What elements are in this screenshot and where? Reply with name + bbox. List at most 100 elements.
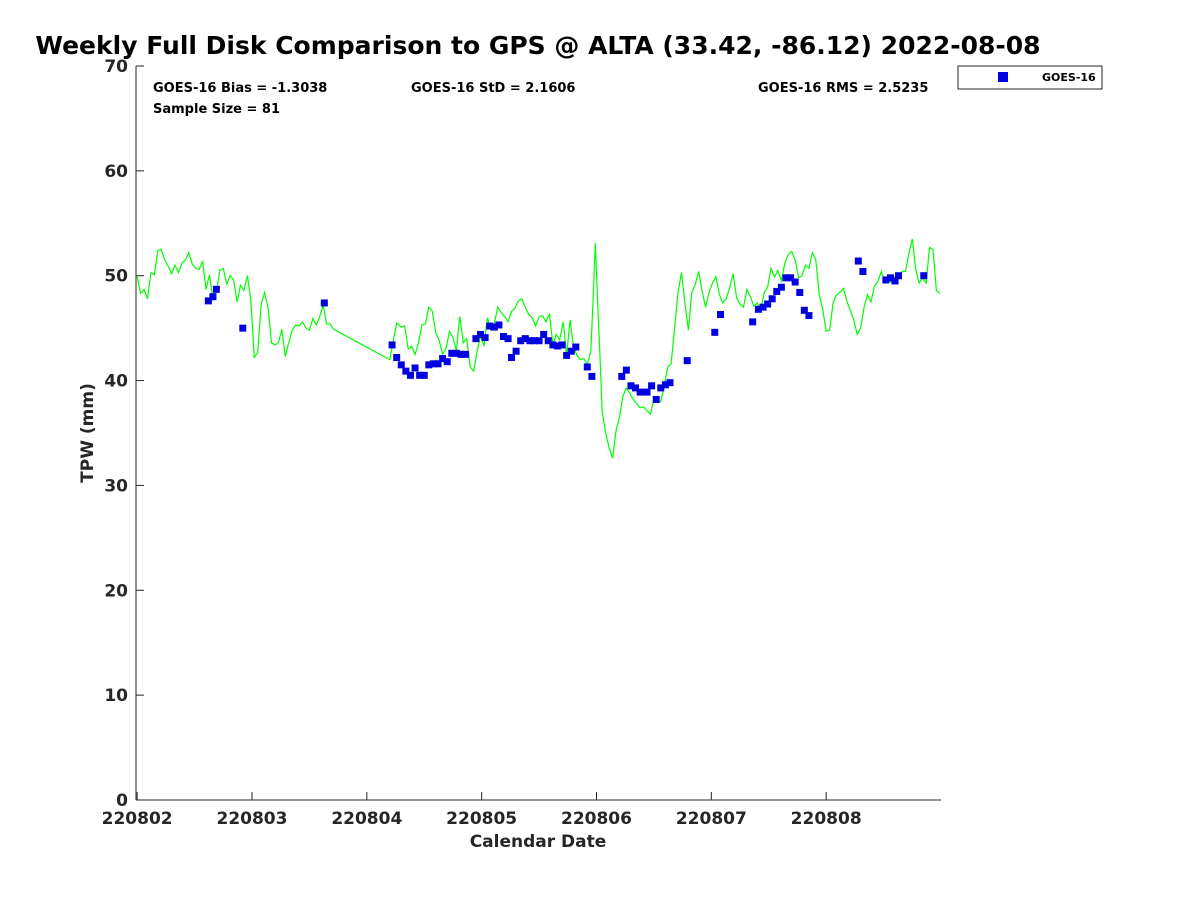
goes16-point <box>588 372 596 380</box>
goes16-point <box>486 322 494 330</box>
goes16-point <box>406 371 414 379</box>
x-tick-label: 220804 <box>331 809 402 829</box>
goes16-point <box>627 382 635 390</box>
y-tick-label: 70 <box>104 57 128 77</box>
goes16-point <box>796 288 804 296</box>
goes16-point <box>320 299 328 307</box>
goes16-point <box>891 277 899 285</box>
goes16-point <box>397 361 405 369</box>
goes16-point <box>472 335 480 343</box>
goes16-point <box>636 388 644 396</box>
goes16-point <box>452 349 460 357</box>
goes16-point <box>443 358 451 366</box>
y-tick-label: 60 <box>104 162 128 182</box>
goes16-point <box>416 371 424 379</box>
goes16-point <box>754 305 762 313</box>
goes16-point <box>618 372 626 380</box>
x-tick-label: 220806 <box>561 809 632 829</box>
goes16-point <box>764 300 772 308</box>
goes16-point <box>886 274 894 282</box>
goes16-point <box>773 287 781 295</box>
legend-box <box>957 65 1103 90</box>
goes16-point <box>526 337 534 345</box>
y-tick-label: 30 <box>104 476 128 496</box>
goes16-point <box>499 333 507 341</box>
goes16-point <box>209 293 217 301</box>
goes16-point <box>517 337 525 345</box>
goes16-point <box>393 354 401 362</box>
goes16-point <box>661 381 669 389</box>
goes16-point <box>462 350 470 358</box>
goes16-point <box>420 371 428 379</box>
gps-tpw-line <box>136 238 941 459</box>
goes16-point <box>434 360 442 368</box>
x-tick-label: 220808 <box>791 809 862 829</box>
goes16-point <box>859 268 867 276</box>
legend-marker <box>998 72 1008 82</box>
y-axis-label: TPW (mm) <box>78 383 98 483</box>
x-tick-label: 220802 <box>102 809 173 829</box>
y-tick-label: 50 <box>104 267 128 287</box>
y-tick-label: 40 <box>104 372 128 392</box>
x-tick-label: 220805 <box>446 809 517 829</box>
legend: GOES-16 <box>957 65 1103 90</box>
goes16-point <box>666 379 674 387</box>
goes16-point <box>558 341 566 349</box>
plot-area <box>135 66 941 801</box>
goes16-point <box>854 257 862 265</box>
goes16-point <box>512 347 520 355</box>
goes16-point <box>402 367 410 375</box>
goes16-point <box>895 272 903 280</box>
goes16-point <box>657 384 665 392</box>
goes16-point <box>572 343 580 351</box>
goes16-point <box>477 330 485 338</box>
goes16-point <box>490 323 498 331</box>
goes16-point <box>508 354 516 362</box>
goes16-point <box>563 351 571 359</box>
goes16-point <box>544 337 552 345</box>
goes16-point <box>521 335 529 343</box>
y-tick-label: 10 <box>104 686 128 706</box>
chart-title: Weekly Full Disk Comparison to GPS @ ALT… <box>35 31 1040 60</box>
goes16-point <box>632 384 640 392</box>
goes16-point <box>749 318 757 326</box>
goes16-point <box>683 357 691 365</box>
goes16-point <box>212 285 220 293</box>
legend-label: GOES-16 <box>1042 71 1096 84</box>
stat-rms: GOES-16 RMS = 2.5235 <box>758 81 928 96</box>
goes16-point <box>457 350 465 358</box>
goes16-point <box>759 303 767 311</box>
goes16-point <box>882 276 890 284</box>
goes16-point <box>920 272 928 280</box>
goes16-point <box>425 361 433 369</box>
goes16-point <box>530 337 538 345</box>
gps-series <box>136 238 941 459</box>
x-tick-label: 220807 <box>676 809 747 829</box>
stat-bias: GOES-16 Bias = -1.3038 <box>153 81 327 96</box>
y-tick-label: 0 <box>116 791 128 811</box>
goes16-point <box>791 278 799 286</box>
goes16-point <box>439 355 447 363</box>
x-axis-label: Calendar Date <box>470 832 607 852</box>
goes16-point <box>643 388 651 396</box>
goes16-point <box>768 295 776 303</box>
goes16-point <box>717 311 725 319</box>
goes16-point <box>782 274 790 282</box>
goes16-point <box>648 382 656 390</box>
goes16-point <box>388 341 396 349</box>
y-axis-ticks: 0 10 20 30 40 50 60 70 <box>104 57 144 811</box>
goes16-point <box>535 337 543 345</box>
goes16-point <box>204 297 212 305</box>
goes16-point <box>504 335 512 343</box>
goes16-point <box>622 366 630 374</box>
goes16-point <box>495 321 503 329</box>
goes16-point <box>540 330 548 338</box>
goes16-point <box>711 328 719 336</box>
goes16-point <box>652 395 660 403</box>
goes16-point <box>553 342 561 350</box>
goes16-point <box>805 312 813 320</box>
goes16-point <box>800 306 808 314</box>
goes16-series <box>204 257 928 403</box>
goes16-point <box>549 341 557 349</box>
